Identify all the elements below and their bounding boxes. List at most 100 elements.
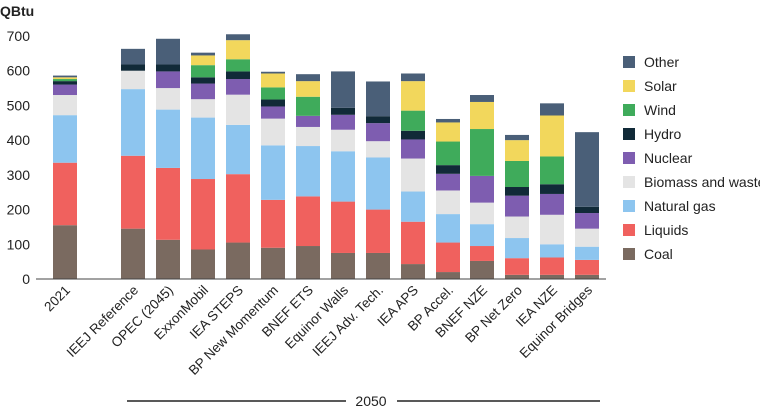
bar-equinor-bridges-other <box>575 132 599 207</box>
bar-bp-new-momentum-natural-gas <box>261 145 285 200</box>
bar-exxonmobil-wind <box>191 65 215 78</box>
bar-bnef-ets-nuclear <box>296 115 320 127</box>
bar-equinor-bridges-natural-gas <box>575 246 599 260</box>
bar-bnef-nze-natural-gas <box>470 224 494 247</box>
legend-swatch-wind <box>623 104 635 116</box>
bar-iea-aps-coal <box>401 264 425 279</box>
bar-iea-aps-wind <box>401 110 425 131</box>
bar-ieej-adv-tech-nuclear <box>366 123 390 142</box>
bar-ieej-reference-natural-gas <box>121 89 145 156</box>
legend-label-hydro: Hydro <box>644 126 682 142</box>
group-bracket: 2050 <box>127 393 600 409</box>
bar-ieej-adv-tech-natural-gas <box>366 157 390 210</box>
legend-label-solar: Solar <box>644 78 677 94</box>
legend-swatch-natural-gas <box>623 200 635 212</box>
bar-exxonmobil-hydro <box>191 77 215 84</box>
bar-bp-new-momentum-liquids <box>261 199 285 248</box>
y-tick-label-300: 300 <box>7 167 31 183</box>
bar-bp-net-zero-hydro <box>505 187 529 196</box>
bar-2021-liquids <box>53 162 77 226</box>
bar-opec-2045-natural-gas <box>156 109 180 168</box>
bar-equinor-bridges-liquids <box>575 259 599 275</box>
y-axis-unit-label: QBtu <box>0 3 34 19</box>
legend-swatch-hydro <box>623 128 635 140</box>
bar-bp-accel-biomass-and-waste <box>436 190 460 215</box>
bar-opec-2045-liquids <box>156 167 180 240</box>
y-tick-label-100: 100 <box>7 236 31 252</box>
bar-bp-accel-nuclear <box>436 173 460 191</box>
legend-swatch-biomass-and-waste <box>623 176 635 188</box>
bar-bnef-nze-other <box>470 95 494 102</box>
bar-ieej-adv-tech-liquids <box>366 209 390 253</box>
bar-2021-natural-gas <box>53 115 77 163</box>
bar-opec-2045-coal <box>156 239 180 279</box>
bar-bnef-nze-biomass-and-waste <box>470 202 494 225</box>
bar-equinor-walls-coal <box>331 252 355 279</box>
bar-bnef-ets-other <box>296 74 320 82</box>
legend-swatch-solar <box>623 80 635 92</box>
legend-label-natural-gas: Natural gas <box>644 198 716 214</box>
bar-equinor-bridges-biomass-and-waste <box>575 228 599 247</box>
bar-exxonmobil-other <box>191 52 215 56</box>
bar-iea-steps-natural-gas <box>226 124 250 175</box>
bar-bp-net-zero-biomass-and-waste <box>505 216 529 239</box>
y-tick-label-500: 500 <box>7 97 31 113</box>
legend-label-liquids: Liquids <box>644 222 688 238</box>
bar-iea-aps-natural-gas <box>401 191 425 222</box>
bar-iea-steps-biomass-and-waste <box>226 94 250 125</box>
legend-label-other: Other <box>644 54 679 70</box>
bar-iea-nze-liquids <box>540 257 564 275</box>
y-axis: 0 100 200 300 400 500 600 700 <box>7 28 31 287</box>
plot-area <box>36 34 606 280</box>
bar-iea-aps-other <box>401 73 425 82</box>
bar-iea-steps-other <box>226 34 250 41</box>
bar-bnef-ets-wind <box>296 96 320 116</box>
legend: Other Solar Wind Hydro Nuclear Biomass and wa… <box>623 54 760 262</box>
bar-bp-accel-solar <box>436 122 460 142</box>
bar-ieej-reference-coal <box>121 228 145 279</box>
bar-iea-aps-liquids <box>401 221 425 265</box>
bar-ieej-adv-tech-biomass-and-waste <box>366 141 390 158</box>
bar-exxonmobil-nuclear <box>191 83 215 100</box>
bar-opec-2045-hydro <box>156 64 180 72</box>
bar-equinor-walls-biomass-and-waste <box>331 129 355 152</box>
bar-exxonmobil-biomass-and-waste <box>191 99 215 118</box>
legend-label-nuclear: Nuclear <box>644 150 693 166</box>
legend-swatch-other <box>623 56 635 68</box>
bar-ieej-adv-tech-other <box>366 81 390 117</box>
bar-iea-steps-wind <box>226 59 250 72</box>
y-tick-label-600: 600 <box>7 63 31 79</box>
bar-bnef-ets-liquids <box>296 196 320 247</box>
bar-bnef-nze-nuclear <box>470 175 494 203</box>
legend-label-wind: Wind <box>644 102 676 118</box>
bar-bp-new-momentum-biomass-and-waste <box>261 118 285 146</box>
bar-bnef-nze-coal <box>470 260 494 279</box>
bar-bp-net-zero-liquids <box>505 258 529 275</box>
bar-equinor-walls-liquids <box>331 201 355 253</box>
bar-bp-net-zero-solar <box>505 140 529 161</box>
bar-equinor-walls-other <box>331 71 355 108</box>
bar-iea-aps-biomass-and-waste <box>401 158 425 192</box>
bar-bnef-ets-coal <box>296 246 320 279</box>
bar-2021-nuclear <box>53 84 77 96</box>
group-label: 2050 <box>355 393 386 409</box>
bar-iea-nze-coal <box>540 274 564 279</box>
bar-iea-steps-hydro <box>226 71 250 80</box>
bar-iea-steps-liquids <box>226 174 250 243</box>
bar-bp-net-zero-coal <box>505 274 529 279</box>
bar-bp-accel-coal <box>436 272 460 279</box>
bar-opec-2045-other <box>156 38 180 65</box>
bar-equinor-walls-natural-gas <box>331 151 355 202</box>
y-tick-label-200: 200 <box>7 202 31 218</box>
bar-equinor-bridges-hydro <box>575 206 599 214</box>
legend-label-biomass-and-waste: Biomass and waste <box>644 174 760 190</box>
y-tick-label-0: 0 <box>22 271 30 287</box>
bar-bp-accel-natural-gas <box>436 214 460 243</box>
bar-iea-nze-hydro <box>540 184 564 194</box>
bar-bp-accel-liquids <box>436 242 460 273</box>
bar-ieej-reference-liquids <box>121 155 145 229</box>
bar-opec-2045-nuclear <box>156 71 180 89</box>
bar-exxonmobil-liquids <box>191 179 215 250</box>
